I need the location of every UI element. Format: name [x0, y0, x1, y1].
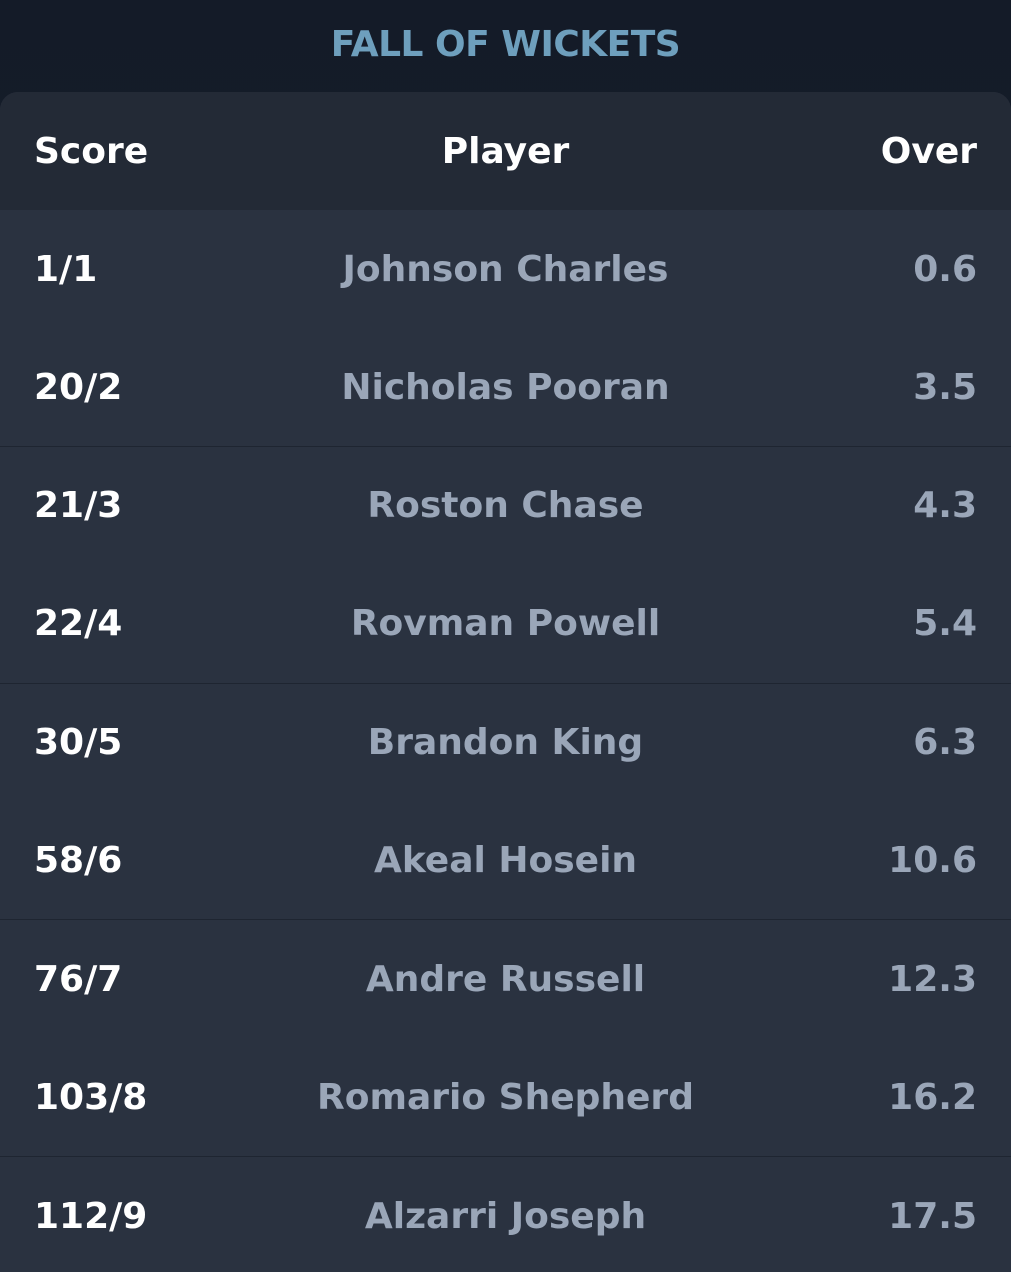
table-row: 76/7 Andre Russell 12.3	[0, 920, 1011, 1038]
player-name: Rovman Powell	[350, 603, 661, 645]
wicket-score: 30/5	[34, 722, 123, 764]
fall-of-wickets-table: Score Player Over 1/1 Johnson Charles 0.…	[0, 92, 1011, 1272]
table-row: 20/2 Nicholas Pooran 3.5	[0, 328, 1011, 447]
wicket-over: 0.6	[913, 248, 977, 290]
table-row: 103/8 Romario Shepherd 16.2	[0, 1039, 1011, 1158]
wicket-over: 4.3	[913, 485, 977, 527]
table-row: 112/9 Alzarri Joseph 17.5	[0, 1157, 1011, 1272]
column-header-player: Player	[441, 130, 570, 172]
player-name: Roston Chase	[367, 485, 644, 527]
table-row: 1/1 Johnson Charles 0.6	[0, 210, 1011, 328]
wicket-score: 103/8	[34, 1076, 148, 1118]
column-header-score: Score	[34, 130, 149, 172]
wicket-over: 3.5	[913, 366, 977, 408]
column-header-over: Over	[880, 130, 977, 172]
player-name: Alzarri Joseph	[364, 1195, 647, 1237]
wicket-over: 10.6	[888, 840, 977, 882]
wicket-score: 58/6	[34, 840, 123, 882]
table-row: 30/5 Brandon King 6.3	[0, 684, 1011, 802]
wicket-over: 6.3	[913, 722, 977, 764]
wicket-score: 21/3	[34, 485, 123, 527]
table-header: Score Player Over	[0, 92, 1011, 210]
wicket-over: 17.5	[888, 1195, 977, 1237]
section-title: FALL OF WICKETS	[330, 24, 681, 65]
wicket-score: 20/2	[34, 366, 123, 408]
wicket-over: 16.2	[888, 1076, 977, 1118]
wicket-over: 12.3	[888, 959, 977, 1001]
player-name: Andre Russell	[365, 959, 646, 1001]
wicket-score: 76/7	[34, 959, 123, 1001]
wicket-score: 112/9	[34, 1195, 148, 1237]
player-name: Brandon King	[367, 722, 644, 764]
player-name: Akeal Hosein	[373, 840, 638, 882]
wicket-score: 1/1	[34, 248, 98, 290]
table-row: 58/6 Akeal Hosein 10.6	[0, 802, 1011, 921]
wicket-over: 5.4	[913, 603, 977, 645]
player-name: Romario Shepherd	[317, 1076, 694, 1118]
table-row: 22/4 Rovman Powell 5.4	[0, 565, 1011, 684]
player-name: Johnson Charles	[342, 248, 669, 290]
wicket-score: 22/4	[34, 603, 123, 645]
player-name: Nicholas Pooran	[341, 366, 670, 408]
table-row: 21/3 Roston Chase 4.3	[0, 447, 1011, 565]
